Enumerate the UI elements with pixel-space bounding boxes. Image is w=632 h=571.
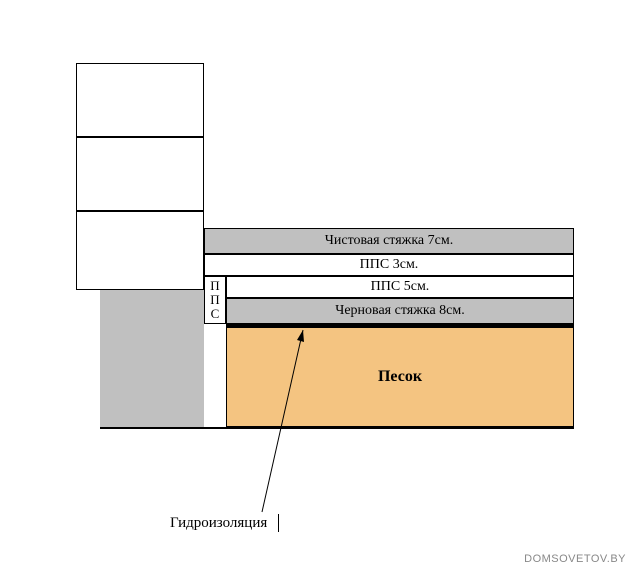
pps-vert-letter: П: [210, 279, 219, 293]
layer-top-screed: Чистовая стяжка 7см.: [204, 228, 574, 254]
layer-label: Черновая стяжка 8см.: [335, 303, 465, 319]
layer-label: ППС 3см.: [360, 257, 419, 273]
foundation-block: [100, 290, 204, 427]
wall-block-1: [76, 63, 204, 137]
sand-layer: Песок: [226, 327, 574, 427]
text-cursor-mark: [278, 514, 279, 532]
layer-pps5: ППС 5см.: [226, 276, 574, 298]
layer-label: ППС 5см.: [371, 279, 430, 295]
callout-label-hydro: Гидроизоляция: [170, 515, 267, 532]
pps-vertical-strip: П П С: [204, 276, 226, 324]
wall-block-3: [76, 211, 204, 290]
layer-label: Чистовая стяжка 7см.: [325, 233, 453, 249]
pps-vert-letter: П: [210, 293, 219, 307]
pps-vert-letter: С: [211, 307, 220, 321]
wall-block-2: [76, 137, 204, 211]
watermark: DOMSOVETOV.BY: [524, 553, 626, 565]
sand-label: Песок: [378, 368, 422, 386]
floor-section-diagram: Чистовая стяжка 7см. ППС 3см. ППС 5см. Ч…: [0, 0, 632, 571]
baseline: [100, 427, 574, 429]
layer-rough-screed: Черновая стяжка 8см.: [226, 298, 574, 324]
layer-pps3: ППС 3см.: [204, 254, 574, 276]
